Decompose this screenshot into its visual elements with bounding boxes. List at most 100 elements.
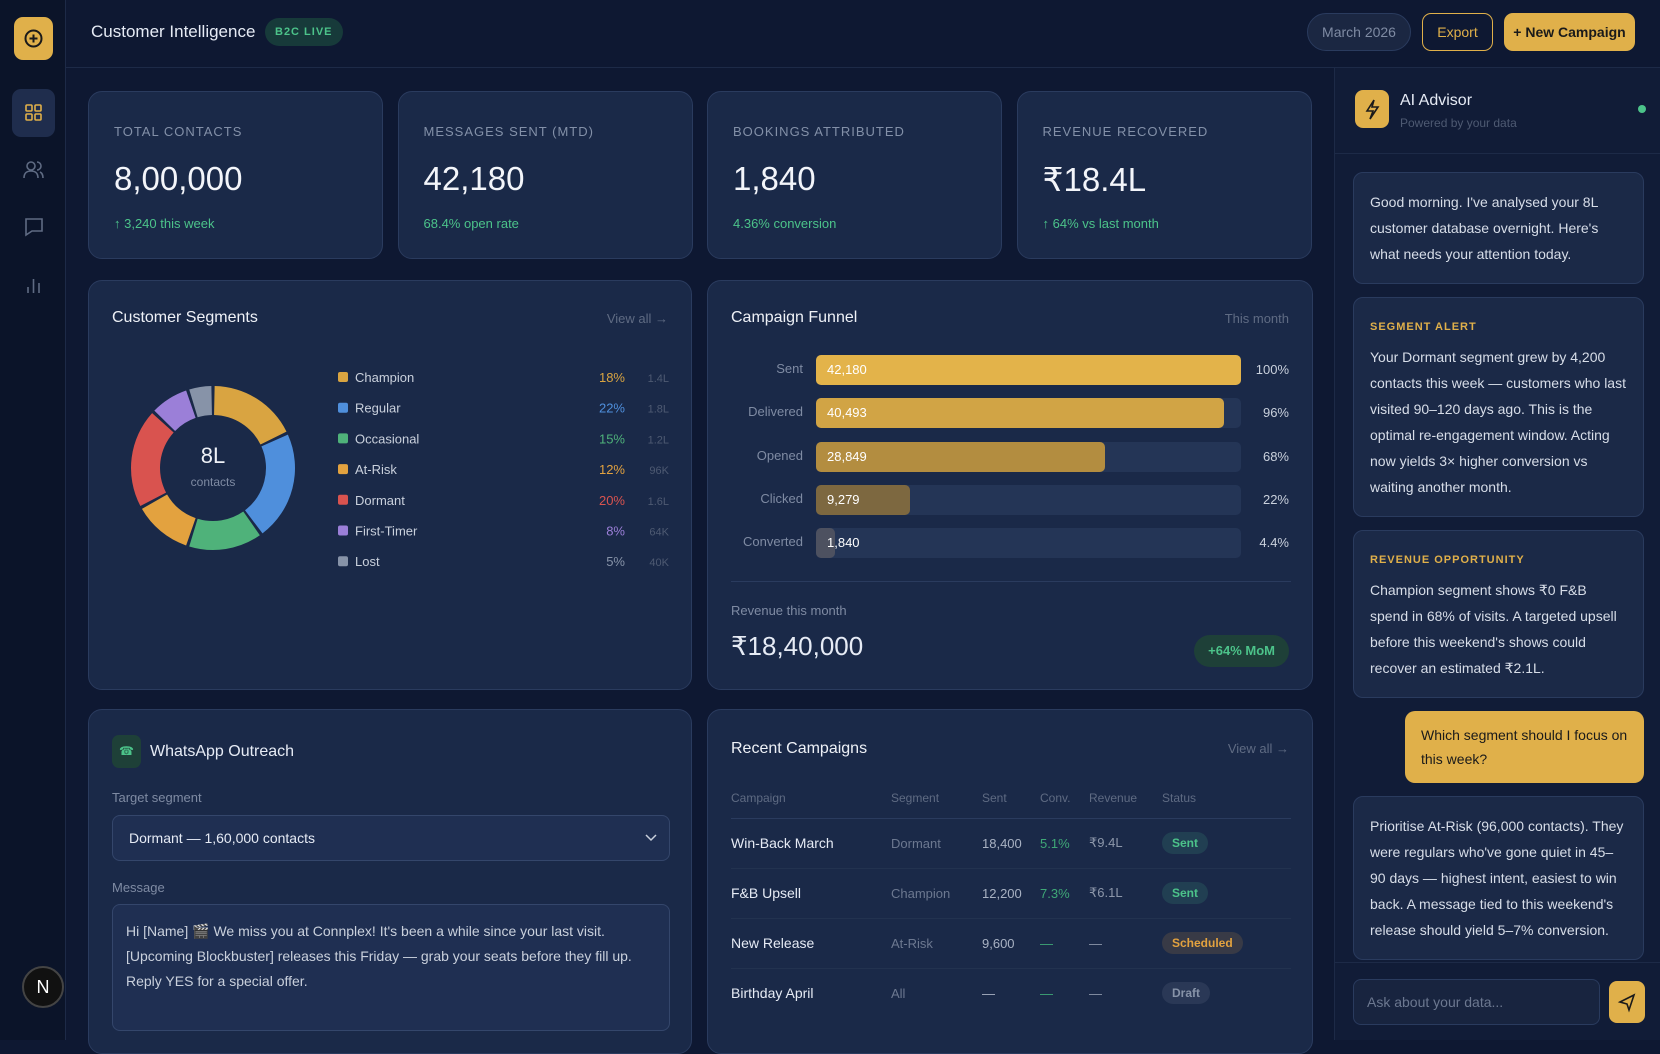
donut-center-value: 8L	[201, 443, 225, 468]
donut-center-label: contacts	[191, 475, 236, 489]
kpi-label: MESSAGES SENT (MTD)	[423, 124, 594, 139]
kpi-card: TOTAL CONTACTS 8,00,000 ↑ 3,240 this week	[88, 91, 383, 259]
page-title: Customer Intelligence	[91, 22, 256, 41]
message-tag: REVENUE OPPORTUNITY	[1370, 554, 1525, 566]
nav-analytics[interactable]	[12, 261, 55, 309]
column-header: Campaign	[731, 790, 786, 805]
cell: Win-Back March	[731, 835, 834, 851]
logo[interactable]	[14, 17, 53, 60]
advisor-subtitle: Powered by your data	[1400, 116, 1517, 130]
funnel-bar	[816, 355, 1241, 385]
table-row: New Release At-Risk 9,600 — — Scheduled	[731, 918, 1291, 968]
message-tag: SEGMENT ALERT	[1370, 321, 1477, 333]
kpi-card: REVENUE RECOVERED ₹18.4L ↑ 64% vs last mon…	[1016, 91, 1312, 259]
legend-label: Regular	[355, 401, 401, 416]
users-icon	[23, 161, 44, 179]
export-button[interactable]: Export	[1422, 13, 1493, 51]
stage-percent: 96%	[1262, 405, 1289, 421]
segment-share: 18%	[599, 370, 625, 385]
table-row: Birthday April All — — — Draft	[731, 968, 1291, 1018]
status-cell: Sent	[1162, 818, 1291, 868]
legend-label: First-Timer	[355, 524, 418, 539]
kpi-note: 68.4% open rate	[423, 216, 519, 231]
funnel-bar	[816, 528, 835, 559]
message-input[interactable]: Hi [Name] 🎬 We miss you at Connplex! It'…	[112, 904, 670, 1031]
bar-value: 28,849	[827, 448, 867, 464]
bar-value: 40,493	[827, 405, 867, 421]
user-message: Which segment should I focus on this wee…	[1405, 711, 1644, 783]
kpi-value: 8,00,000	[114, 160, 243, 197]
sidebar: N	[0, 0, 66, 1040]
kpi-value: ₹18.4L	[1042, 161, 1147, 198]
status-badge: Sent	[1162, 882, 1209, 904]
ai-message: REVENUE OPPORTUNITY Champion segment show…	[1353, 530, 1644, 698]
nav-contacts[interactable]	[12, 146, 55, 194]
kpi-card: BOOKINGS ATTRIBUTED 1,840 4.36% conversion	[707, 91, 1002, 259]
bar-value: 9,279	[827, 491, 860, 507]
growth-badge: +64% MoM	[1194, 635, 1289, 667]
segment-select[interactable]: Dormant — 1,60,000 contacts	[112, 815, 670, 861]
send-button[interactable]	[1609, 981, 1645, 1023]
panel-title: WhatsApp Outreach	[150, 743, 295, 760]
status-cell: Draft	[1162, 968, 1291, 1018]
bar-track	[816, 528, 1241, 559]
top-bar: Customer Intelligence B2C LIVE March 202…	[66, 0, 1660, 68]
donut-segment	[154, 390, 196, 431]
advisor-icon	[1355, 90, 1389, 128]
status-dot	[1638, 105, 1646, 113]
avatar[interactable]: N	[22, 966, 64, 1008]
status-badge: Scheduled	[1162, 932, 1243, 954]
legend-swatch	[338, 372, 348, 382]
status-cell: Sent	[1162, 868, 1291, 918]
whatsapp-panel: ☎ WhatsApp Outreach Target segment Dorma…	[88, 709, 692, 1054]
legend-label: Occasional	[355, 431, 419, 446]
panel-title: Recent Campaigns	[731, 740, 868, 757]
divider	[1335, 153, 1660, 154]
message-text: Champion segment shows ₹0 F&B spend in 6…	[1370, 582, 1617, 676]
view-all-link[interactable]: View all →	[1227, 741, 1289, 756]
cell: —	[1040, 985, 1053, 1001]
segment-count: 1.6L	[648, 496, 669, 508]
select-value: Dormant — 1,60,000 contacts	[129, 830, 315, 846]
chat-input[interactable]: Ask about your data...	[1353, 979, 1600, 1025]
kpi-value: 42,180	[423, 160, 525, 197]
kpi-note: ↑ 64% vs last month	[1042, 216, 1159, 231]
cell: 7.3%	[1040, 885, 1070, 901]
nav-dashboard[interactable]	[12, 89, 55, 137]
campaigns-table: Campaign Segment Sent Conv. Revenue Status Win…	[731, 778, 1291, 1018]
message-text: Your Dormant segment grew by 4,200 conta…	[1370, 349, 1626, 495]
divider	[1335, 962, 1660, 963]
stage-percent: 68%	[1262, 448, 1289, 464]
legend-swatch	[338, 433, 348, 444]
advisor-title: AI Advisor	[1400, 92, 1473, 109]
cell: ₹6.1L	[1089, 885, 1123, 900]
cell: At-Risk	[891, 935, 933, 951]
status-badge: Draft	[1162, 982, 1211, 1005]
cell: ₹9.4L	[1089, 835, 1123, 850]
segment-count: 1.2L	[648, 434, 669, 446]
view-all-link[interactable]: View all →	[606, 311, 668, 326]
legend-swatch	[338, 556, 348, 567]
message-list: Good morning. I've analysed your 8L cust…	[1353, 172, 1644, 967]
new-campaign-button[interactable]: + New Campaign	[1504, 13, 1635, 51]
kpi-note: ↑ 3,240 this week	[114, 216, 215, 231]
legend-swatch	[338, 525, 348, 536]
advisor-panel: AI Advisor Powered by your data Good mor…	[1334, 68, 1660, 1040]
revenue-label: Revenue this month	[731, 603, 847, 618]
period-picker[interactable]: March 2026	[1307, 13, 1411, 51]
chat-icon	[25, 218, 43, 237]
cell: 12,200	[982, 885, 1022, 901]
segment-share: 20%	[599, 493, 625, 508]
panel-title: Campaign Funnel	[731, 309, 858, 326]
nav-messages[interactable]	[12, 203, 55, 251]
cell: —	[1089, 935, 1102, 951]
cell: Champion	[891, 885, 951, 901]
donut-segment	[214, 386, 287, 445]
ai-message: Prioritise At-Risk (96,000 contacts). Th…	[1353, 796, 1644, 960]
logo-icon	[24, 29, 43, 48]
stage-label: Clicked	[760, 490, 803, 506]
cell: All	[891, 985, 906, 1001]
donut-segment	[245, 434, 295, 534]
segment-share: 8%	[606, 524, 625, 539]
